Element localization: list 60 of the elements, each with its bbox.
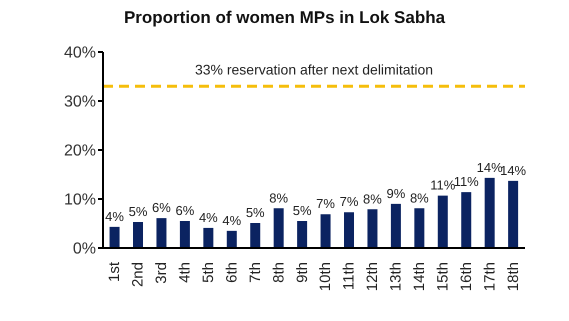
x-tick-label: 7th xyxy=(246,262,264,283)
bar xyxy=(180,221,190,248)
x-tick-label: 15th xyxy=(434,262,452,292)
data-label: 5% xyxy=(128,204,148,220)
bar xyxy=(250,223,260,248)
bar xyxy=(274,208,284,248)
chart-title: Proportion of women MPs in Lok Sabha xyxy=(122,8,446,28)
y-tick-label: 10% xyxy=(64,192,96,209)
data-label: 11% xyxy=(454,174,480,190)
x-tick-label: 11th xyxy=(340,262,358,290)
y-tick-label: 40% xyxy=(64,44,96,62)
x-tick-label: 14th xyxy=(411,262,428,292)
bar xyxy=(133,222,144,248)
x-tick-label: 4th xyxy=(176,262,194,283)
bar xyxy=(344,212,354,248)
data-label: 5% xyxy=(246,205,266,220)
x-tick-label: 2nd xyxy=(130,262,147,288)
bar xyxy=(390,204,401,248)
data-label: 7% xyxy=(340,194,359,210)
x-tick-label: 8th xyxy=(270,262,288,283)
ref-line-label: 33% reservation after next delimitation xyxy=(194,61,434,78)
y-tick-label: 30% xyxy=(64,94,96,111)
bar xyxy=(156,218,166,248)
x-tick-label: 13th xyxy=(388,262,405,292)
x-tick-label: 16th xyxy=(458,262,475,292)
bar xyxy=(110,226,120,248)
bar xyxy=(484,178,495,248)
x-tick-label: 3rd xyxy=(153,262,170,284)
x-tick-label: 1st xyxy=(106,261,124,282)
data-label: 8% xyxy=(410,190,430,206)
bar xyxy=(438,196,448,248)
bar xyxy=(461,192,472,248)
data-label: 4% xyxy=(222,212,242,228)
data-label: 9% xyxy=(386,186,406,201)
x-tick-label: 9th xyxy=(294,262,311,283)
y-tick-label: 0% xyxy=(72,240,96,258)
bar xyxy=(297,221,308,248)
data-label: 8% xyxy=(269,190,289,206)
bar xyxy=(414,208,424,248)
bar xyxy=(203,228,214,248)
x-tick-label: 5th xyxy=(200,262,217,283)
data-label: 7% xyxy=(316,196,336,212)
data-label: 4% xyxy=(105,208,124,224)
x-tick-label: 18th xyxy=(504,262,522,292)
data-label: 6% xyxy=(152,200,172,216)
data-label: 11% xyxy=(430,178,456,193)
data-label: 8% xyxy=(363,191,382,206)
x-tick-label: 12th xyxy=(364,262,382,292)
bar xyxy=(226,230,237,248)
bar xyxy=(320,214,331,248)
bar xyxy=(367,209,378,248)
data-label: 6% xyxy=(176,203,195,218)
y-tick-label: 20% xyxy=(64,142,96,160)
data-label: 5% xyxy=(292,203,312,218)
data-label: 14% xyxy=(500,162,527,178)
bar xyxy=(508,180,518,248)
x-tick-label: 10th xyxy=(317,262,334,292)
x-tick-label: 17th xyxy=(481,262,498,292)
x-tick-label: 6th xyxy=(223,262,240,283)
data-label: 4% xyxy=(198,210,218,225)
